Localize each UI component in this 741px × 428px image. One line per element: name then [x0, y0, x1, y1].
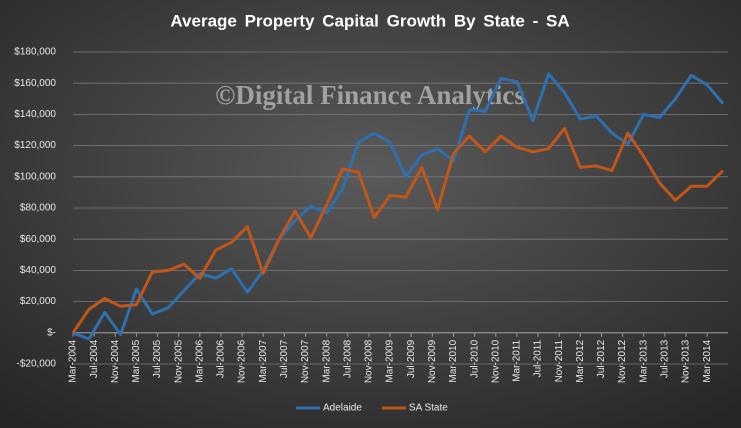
x-tick-label: Mar-2011 — [512, 339, 523, 381]
x-tick-label: Nov-2006 — [237, 339, 248, 383]
y-tick-label: -$20,000 — [17, 359, 57, 370]
x-tick-label: Mar-2006 — [194, 339, 205, 382]
x-tick-label: Mar-2007 — [258, 339, 269, 382]
x-tick-label: Jul-2005 — [152, 339, 163, 378]
x-tick-label: Mar-2012 — [575, 339, 586, 382]
y-tick-label: $60,000 — [20, 234, 57, 245]
x-tick-label: Jul-2010 — [469, 339, 480, 378]
x-tick-label: Mar-2010 — [448, 339, 459, 382]
series-line — [72, 72, 725, 341]
x-tick-label: Jul-2012 — [596, 339, 607, 378]
x-tick-label: Mar-2009 — [385, 339, 396, 382]
x-tick-label: Nov-2004 — [110, 339, 121, 383]
x-tick-label: Jul-2006 — [216, 339, 227, 378]
chart-title: Average Property Capital Growth By State… — [170, 11, 569, 30]
x-tick-label: Jul-2008 — [342, 339, 353, 378]
y-tick-label: $40,000 — [20, 265, 57, 276]
x-tick-label: Nov-2010 — [490, 339, 501, 383]
x-tick-label: Mar-2008 — [321, 339, 332, 382]
x-tick-label: Mar-2005 — [131, 339, 142, 382]
watermark: ©Digital Finance Analytics — [215, 80, 525, 110]
x-tick-label: Nov-2005 — [173, 339, 184, 383]
x-tick-label: Nov-2011 — [554, 339, 565, 382]
y-tick-label: $20,000 — [20, 296, 57, 307]
x-tick-label: Mar-2013 — [638, 339, 649, 382]
x-tick-label: Nov-2009 — [427, 339, 438, 383]
x-tick-label: Nov-2012 — [617, 339, 628, 383]
y-tick-label: $160,000 — [14, 78, 56, 89]
legend-label: SA State — [409, 403, 448, 414]
x-tick-label: Jul-2013 — [660, 339, 671, 378]
y-tick-label: $- — [47, 327, 56, 338]
x-tick-label: Mar-2004 — [68, 339, 79, 382]
x-tick-label: Nov-2007 — [300, 339, 311, 383]
x-tick-label: Nov-2008 — [364, 339, 375, 383]
y-tick-label: $80,000 — [20, 203, 57, 214]
x-tick-label: Mar-2014 — [702, 339, 713, 382]
y-tick-label: $120,000 — [14, 140, 56, 151]
y-tick-label: $140,000 — [14, 109, 56, 120]
series-line — [71, 126, 725, 334]
y-tick-label: $180,000 — [14, 47, 56, 58]
legend-label: Adelaide — [323, 403, 362, 414]
x-tick-label: Jul-2004 — [89, 339, 100, 378]
y-tick-label: $100,000 — [14, 171, 56, 182]
x-tick-label: Jul-2011 — [533, 339, 544, 377]
x-tick-label: Jul-2009 — [406, 339, 417, 378]
x-tick-label: Nov-2013 — [681, 339, 692, 383]
x-tick-label: Jul-2007 — [279, 339, 290, 378]
